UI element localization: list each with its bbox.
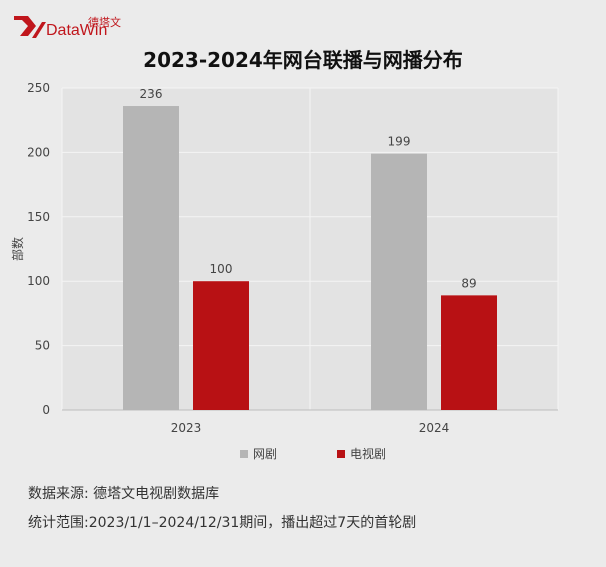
data-label: 199 (388, 135, 411, 149)
x-tick-label: 2023 (171, 421, 202, 435)
legend-item-tv: 电视剧 (337, 445, 386, 462)
datawin-logo (14, 16, 46, 38)
y-tick-label: 100 (27, 274, 50, 288)
legend-label-web: 网剧 (253, 447, 278, 461)
statistics-scope-note: 统计范围:2023/1/1–2024/12/31期间，播出超过7天的首轮剧 (28, 515, 417, 531)
bar-tv-2023 (193, 281, 249, 410)
legend-item-web: 网剧 (240, 445, 277, 462)
bar-tv-2024 (441, 295, 497, 410)
chart-legend: 网剧 电视剧 (240, 445, 386, 462)
y-axis-label: 部数 (10, 237, 25, 261)
y-tick-label: 50 (35, 339, 50, 353)
x-tick-label: 2024 (419, 421, 450, 435)
logo-cn-text: 德塔文 (88, 16, 121, 29)
logo-en-text: DataWin (46, 22, 108, 39)
legend-label-tv: 电视剧 (350, 447, 387, 461)
data-source-note: 数据来源: 德塔文电视剧数据库 (28, 486, 220, 502)
chart-title: 2023-2024年网台联播与网播分布 (143, 48, 463, 72)
legend-swatch-tv (337, 449, 346, 458)
data-label: 89 (461, 276, 476, 290)
bar-chart: 0 50 100 150 200 250 部数 236 100 2023 199 89 2024 (10, 81, 559, 435)
legend-swatch-web (240, 449, 248, 458)
data-label: 236 (140, 87, 163, 101)
y-tick-label: 150 (27, 210, 50, 224)
y-tick-label: 200 (27, 145, 50, 159)
data-label: 100 (210, 262, 233, 276)
y-tick-label: 0 (42, 403, 50, 417)
bar-web-2024 (371, 153, 427, 411)
bar-web-2023 (123, 106, 179, 411)
y-tick-label: 250 (27, 81, 50, 95)
